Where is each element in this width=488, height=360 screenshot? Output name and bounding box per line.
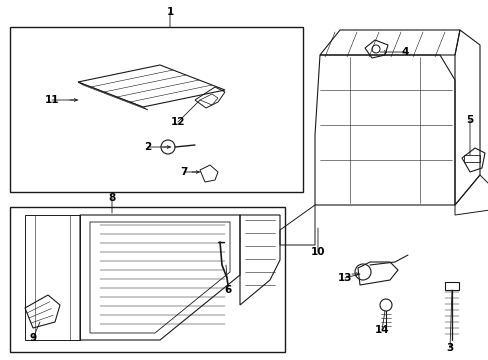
Text: 11: 11 — [45, 95, 59, 105]
Bar — [444, 282, 458, 290]
Bar — [10, 27, 303, 192]
Text: 10: 10 — [310, 247, 325, 257]
Text: 13: 13 — [337, 273, 351, 283]
Text: 2: 2 — [144, 142, 151, 152]
Text: 14: 14 — [374, 325, 388, 335]
Text: 8: 8 — [108, 193, 115, 203]
Text: 7: 7 — [180, 167, 187, 177]
Text: 4: 4 — [401, 47, 408, 57]
Text: 5: 5 — [466, 115, 473, 125]
Bar — [463, 155, 479, 162]
Text: 1: 1 — [166, 7, 173, 17]
Text: 3: 3 — [446, 343, 453, 353]
Bar — [10, 207, 285, 352]
Text: 12: 12 — [170, 117, 185, 127]
Text: 6: 6 — [224, 285, 231, 295]
Text: 9: 9 — [29, 333, 37, 343]
